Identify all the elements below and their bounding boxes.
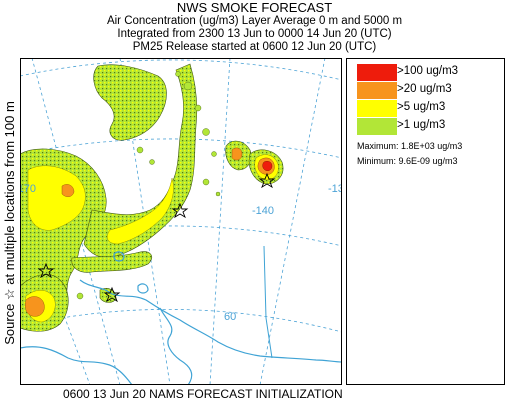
- minimum-value: Minimum: 9.6E-09 ug/m3: [357, 156, 458, 166]
- chart-subtitle-variable: Air Concentration (ug/m3) Layer Average …: [106, 15, 403, 27]
- legend-swatch-20: [357, 82, 397, 99]
- source-label-text: Source ☆ at multiple locations from 100 …: [2, 101, 17, 345]
- source-side-label: Source ☆ at multiple locations from 100 …: [0, 58, 20, 388]
- coast-inlet: [159, 307, 193, 385]
- coast-island-1: [137, 283, 149, 294]
- lon-label-130: -130: [328, 183, 342, 195]
- speck-8: [215, 191, 221, 197]
- legend-label-100: >100 ug/m3: [397, 65, 459, 77]
- speck-9: [76, 292, 84, 300]
- coast-island-2: [113, 251, 125, 262]
- speck-11: [175, 71, 181, 77]
- yellow-west: [27, 165, 86, 231]
- smoke-map-panel: -170 -140 -130 60: [20, 58, 342, 385]
- source-markers: [37, 172, 276, 303]
- legend-swatch-100: [357, 64, 397, 81]
- yellow-band: [107, 177, 174, 245]
- lon-label-170: -170: [20, 183, 36, 195]
- plume-north: [93, 64, 167, 141]
- source-star-3: [37, 262, 55, 279]
- speck-1: [183, 81, 193, 91]
- legend-label-1: >1 ug/m3: [397, 119, 446, 131]
- speck-6: [149, 159, 155, 165]
- legend-item-20: >20 ug/m3: [357, 82, 502, 99]
- legend-label-5: >5 ug/m3: [397, 101, 446, 113]
- source-star-4: [103, 286, 121, 303]
- plume-south-fringe: [71, 251, 152, 273]
- speck-2: [194, 104, 202, 112]
- source-star-2: [258, 172, 276, 189]
- smoke-specks: [76, 71, 221, 300]
- speck-7: [202, 178, 210, 186]
- forecast-initialization: 0600 13 Jun 20 NAMS FORECAST INITIALIZAT…: [63, 387, 343, 401]
- source-star-1: [171, 202, 189, 219]
- country-border: [263, 245, 273, 359]
- orange-west-pocket: [61, 184, 75, 197]
- red-east-source: [262, 161, 273, 171]
- longitude-line-3: [209, 58, 231, 385]
- legend-item-5: >5 ug/m3: [357, 100, 502, 117]
- legend-swatch-5: [357, 100, 397, 117]
- legend-item-1: >1 ug/m3: [357, 118, 502, 135]
- speck-5: [136, 146, 144, 154]
- lon-label-140: -140: [252, 205, 274, 217]
- speck-4: [211, 151, 217, 157]
- lat-label-60: 60: [224, 311, 236, 323]
- map-frame: [20, 58, 342, 385]
- coastline: [20, 251, 342, 385]
- chart-subtitle-integration: Integrated from 2300 13 Jun to 0000 14 J…: [117, 28, 392, 40]
- chart-title: NWS SMOKE FORECAST: [176, 0, 333, 15]
- legend-item-100: >100 ug/m3: [357, 64, 502, 81]
- orange-southwest: [25, 296, 45, 317]
- maximum-value: Maximum: 1.8E+03 ug/m3: [357, 141, 463, 151]
- legend-panel: >100 ug/m3 >20 ug/m3 >5 ug/m3 >1 ug/m3 M…: [346, 58, 505, 385]
- smoke-level-20: [25, 147, 275, 317]
- smoke-map: -170 -140 -130 60: [20, 58, 342, 385]
- coast-peninsula: [20, 346, 133, 385]
- smoke-level-100: [262, 161, 273, 171]
- legend-label-20: >20 ug/m3: [397, 83, 452, 95]
- chart-subtitle-release: PM25 Release started at 0600 12 Jun 20 (…: [132, 41, 377, 53]
- speck-3: [202, 128, 210, 136]
- plume-band: [83, 63, 198, 258]
- legend-swatch-1: [357, 118, 397, 135]
- orange-east-small: [231, 147, 243, 161]
- latitude-line-1: [20, 59, 342, 81]
- longitude-line-4: [259, 58, 326, 385]
- latitude-line-2: [20, 138, 342, 159]
- coast-mainland: [79, 279, 342, 363]
